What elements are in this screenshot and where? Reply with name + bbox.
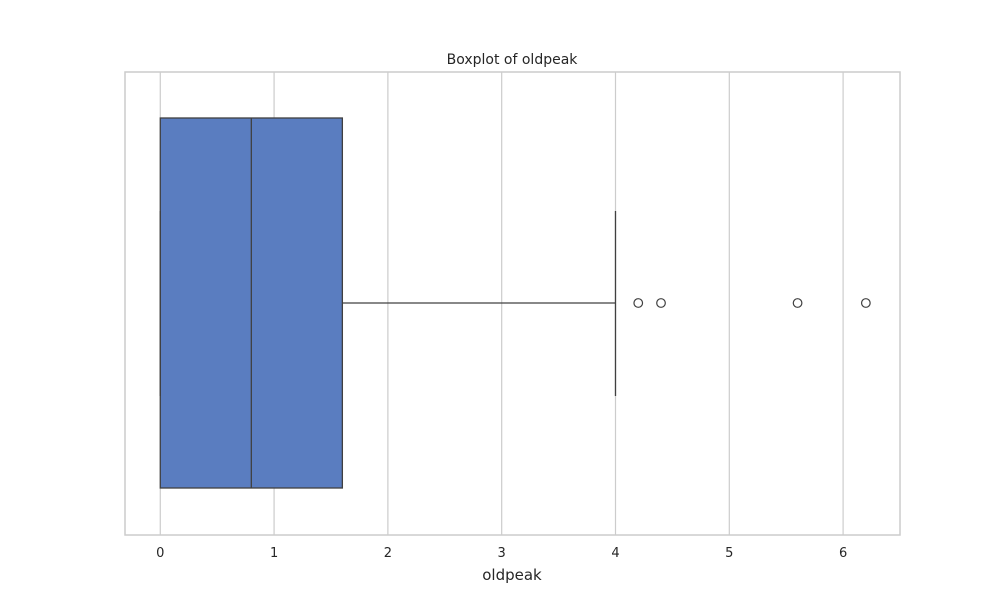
x-axis-ticks: 0 1 2 3 4 5 6 xyxy=(156,546,847,561)
x-axis-label: oldpeak xyxy=(482,566,542,584)
outlier-point-3 xyxy=(860,298,871,308)
x-tick-label-1: 1 xyxy=(270,546,278,561)
x-tick-label-4: 4 xyxy=(611,546,619,561)
x-tick-label-5: 5 xyxy=(725,546,733,561)
x-tick-label-0: 0 xyxy=(156,546,164,561)
chart-title: Boxplot of oldpeak xyxy=(447,52,579,68)
outlier-point-1 xyxy=(656,298,666,308)
x-tick-label-6: 6 xyxy=(839,546,847,561)
x-tick-label-3: 3 xyxy=(498,546,506,561)
plot-frame xyxy=(124,71,901,536)
x-tick-label-2: 2 xyxy=(384,546,392,561)
outlier-point-0 xyxy=(633,298,644,308)
boxplot xyxy=(159,117,871,489)
outlier-point-2 xyxy=(792,298,803,308)
